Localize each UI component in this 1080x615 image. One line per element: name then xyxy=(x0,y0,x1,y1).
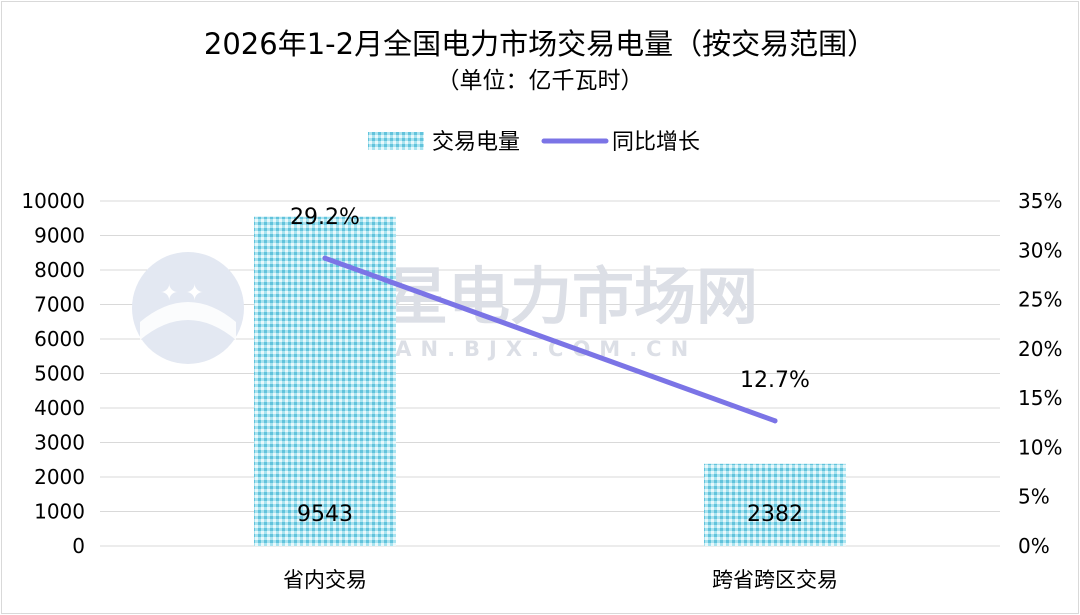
y-left-tick-label: 8000 xyxy=(34,258,85,282)
chart-title: 2026年1-2月全国电力市场交易电量（按交易范围） xyxy=(204,27,876,61)
line-point xyxy=(322,255,328,261)
watermark-subtext: DIAN.BJX.COM.CN xyxy=(352,337,697,361)
y-left-tick-label: 4000 xyxy=(34,396,85,420)
y-left-tick-label: 7000 xyxy=(34,293,85,317)
line-value-label: 12.7% xyxy=(740,368,810,393)
chart-subtitle: （单位：亿千瓦时） xyxy=(437,68,644,94)
bar-value-label: 9543 xyxy=(297,502,353,527)
line-value-label: 29.2% xyxy=(290,205,360,230)
bar-value-label: 2382 xyxy=(747,502,803,527)
line-series xyxy=(322,255,778,424)
y-right-tick-label: 15% xyxy=(1018,386,1062,410)
y-right-tick-label: 20% xyxy=(1018,337,1062,361)
line-point xyxy=(772,418,778,424)
y-right-tick-label: 10% xyxy=(1018,435,1062,459)
y-left-tick-label: 10000 xyxy=(21,189,85,213)
x-category-label: 省内交易 xyxy=(283,568,367,592)
bar-series xyxy=(254,216,846,547)
y-right-tick-label: 35% xyxy=(1018,189,1062,213)
y-left-tick-label: 1000 xyxy=(34,500,85,524)
y-left-tick-label: 2000 xyxy=(34,465,85,489)
bar xyxy=(254,216,396,547)
legend: 交易电量 同比增长 xyxy=(368,130,700,155)
axes: 0 1000 2000 3000 4000 5000 6000 7000 8000 9000 100… xyxy=(21,189,1062,592)
y-left-tick-label: 6000 xyxy=(34,327,85,351)
data-labels: 9543 2382 29.2% 12.7% xyxy=(290,205,810,527)
y-left-tick-label: 3000 xyxy=(34,431,85,455)
y-left-tick-label: 0 xyxy=(72,534,85,558)
legend-label-line: 同比增长 xyxy=(612,130,700,155)
y-right-tick-label: 25% xyxy=(1018,288,1062,312)
legend-label-bars: 交易电量 xyxy=(432,130,520,155)
bar xyxy=(704,463,846,546)
y-right-tick-label: 0% xyxy=(1018,534,1050,558)
y-right-tick-label: 5% xyxy=(1018,485,1050,509)
growth-line xyxy=(322,255,778,424)
gridlines xyxy=(100,200,1000,547)
legend-swatch-bars xyxy=(368,132,424,150)
watermark-logo-stars: ✦ ✦ xyxy=(160,281,204,306)
x-category-label: 跨省跨区交易 xyxy=(712,568,838,592)
watermark: ✦ ✦ 北极星电力市场网 DIAN.BJX.COM.CN xyxy=(132,252,758,364)
y-left-tick-label: 9000 xyxy=(34,224,85,248)
y-right-tick-label: 30% xyxy=(1018,238,1062,262)
y-left-tick-label: 5000 xyxy=(34,362,85,386)
